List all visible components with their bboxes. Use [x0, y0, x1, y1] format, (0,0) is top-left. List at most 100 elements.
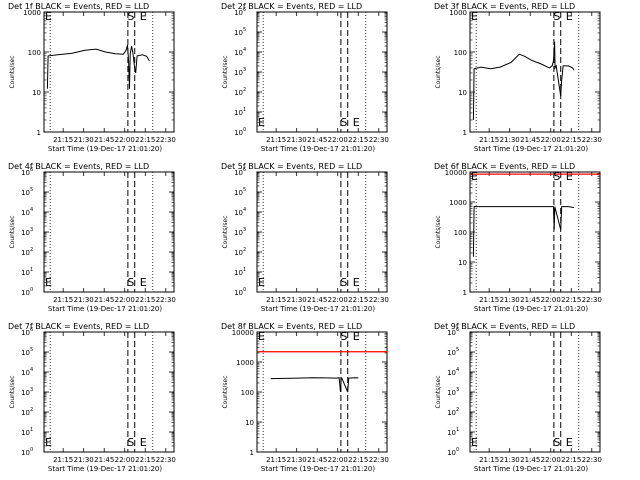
panel-title: Det 1f BLACK = Events, RED = LLD — [8, 2, 149, 11]
y-axis-label: Counts/sec — [222, 375, 229, 408]
events-line — [472, 206, 575, 257]
xtick-label: 21:15 — [266, 136, 286, 144]
end-marker-label: E — [566, 170, 573, 183]
xtick-label: 21:45 — [520, 456, 540, 464]
ytick-exponent: 2 — [456, 407, 459, 413]
y-axis-label: Counts/sec — [9, 55, 16, 88]
ytick-label: 10 — [447, 409, 456, 417]
ytick-exponent: 5 — [456, 347, 459, 353]
ytick-exponent: 1 — [456, 427, 459, 433]
xtick-label: 22:00 — [328, 456, 348, 464]
ytick-exponent: 5 — [30, 187, 33, 193]
plot-frame — [256, 171, 388, 293]
ytick-label: 10 — [234, 129, 243, 137]
xtick-label: 21:30 — [74, 456, 94, 464]
xtick-label: 21:45 — [307, 456, 327, 464]
ytick-label: 10 — [234, 169, 243, 177]
events-line — [472, 41, 575, 121]
ytick-label: 1 — [250, 449, 254, 457]
panel-det-8f: Det 8f BLACK = Events, RED = LLD 1 10 100 10… — [221, 322, 389, 473]
start-marker-label: S — [553, 436, 560, 449]
xtick-label: 21:15 — [266, 296, 286, 304]
ytick-exponent: 0 — [30, 447, 33, 453]
xtick-label: 22:00 — [115, 456, 135, 464]
y-axis-label: Counts/sec — [9, 375, 16, 408]
xtick-label: 21:15 — [53, 296, 73, 304]
panel-title: Det 9f BLACK = Events, RED = LLD — [434, 322, 575, 331]
end-marker-label-left: E — [471, 436, 478, 449]
ytick-exponent: 6 — [243, 167, 246, 173]
xtick-label: 22:30 — [582, 456, 602, 464]
ytick-exponent: 4 — [243, 207, 246, 213]
panel-det-6f: Det 6f BLACK = Events, RED = LLD 1 10 100 10… — [434, 162, 602, 313]
xtick-label: 22:30 — [582, 296, 602, 304]
ytick-exponent: 3 — [30, 387, 33, 393]
ytick-label: 1 — [463, 289, 467, 297]
panel-title: Det 8f BLACK = Events, RED = LLD — [221, 322, 362, 331]
panel-title: Det 5f BLACK = Events, RED = LLD — [221, 162, 362, 171]
x-axis-label: Start Time (19-Dec-17 21:01:20) — [48, 305, 162, 313]
panel-title: Det 2f BLACK = Events, RED = LLD — [221, 2, 362, 11]
ytick-label: 10 — [21, 389, 30, 397]
start-marker-label: S — [340, 116, 347, 129]
ytick-label: 1000 — [236, 359, 254, 367]
ytick-label: 10 — [458, 259, 467, 267]
end-marker-label-left: E — [258, 276, 265, 289]
ytick-label: 10000 — [445, 169, 467, 177]
y-axis-label: Counts/sec — [222, 55, 229, 88]
end-marker-label: E — [140, 10, 147, 23]
ytick-label: 10 — [234, 249, 243, 257]
y-axis-label: Counts/sec — [9, 215, 16, 248]
ytick-label: 10000 — [232, 329, 254, 337]
xtick-label: 22:00 — [541, 456, 561, 464]
end-marker-label: E — [353, 116, 360, 129]
xtick-label: 22:30 — [369, 456, 389, 464]
ytick-label: 10 — [21, 249, 30, 257]
ytick-label: 10 — [21, 329, 30, 337]
xtick-label: 22:15 — [135, 296, 155, 304]
ytick-label: 10 — [21, 189, 30, 197]
xtick-label: 22:00 — [541, 296, 561, 304]
xtick-label: 22:15 — [348, 456, 368, 464]
ytick-label: 10 — [234, 69, 243, 77]
xtick-label: 22:00 — [328, 136, 348, 144]
ytick-label: 10 — [234, 109, 243, 117]
ytick-label: 100 — [241, 389, 254, 397]
end-marker-label: E — [140, 436, 147, 449]
ytick-label: 10 — [458, 89, 467, 97]
ytick-label: 10 — [447, 429, 456, 437]
ytick-label: 1000 — [449, 199, 467, 207]
end-marker-label: E — [566, 10, 573, 23]
end-marker-label-left: E — [45, 276, 52, 289]
xtick-label: 22:15 — [561, 456, 581, 464]
ytick-label: 10 — [21, 269, 30, 277]
xtick-label: 21:15 — [266, 456, 286, 464]
xtick-label: 21:45 — [307, 296, 327, 304]
ytick-exponent: 6 — [30, 327, 33, 333]
end-marker-label-left: E — [45, 10, 52, 23]
ytick-label: 10 — [21, 349, 30, 357]
ytick-label: 10 — [234, 269, 243, 277]
end-marker-label: E — [140, 276, 147, 289]
ytick-label: 10 — [32, 89, 41, 97]
xtick-label: 22:15 — [135, 136, 155, 144]
ytick-label: 10 — [21, 369, 30, 377]
ytick-label: 10 — [447, 449, 456, 457]
x-axis-label: Start Time (19-Dec-17 21:01:20) — [474, 305, 588, 313]
plot-frame — [469, 11, 601, 133]
panel-det-3f: Det 3f BLACK = Events, RED = LLD 1 10 100 10… — [434, 2, 602, 153]
start-marker-label: S — [127, 276, 134, 289]
end-marker-label: E — [353, 276, 360, 289]
xtick-label: 22:30 — [582, 136, 602, 144]
xtick-label: 21:15 — [53, 136, 73, 144]
ytick-exponent: 4 — [30, 367, 33, 373]
ytick-label: 1 — [463, 129, 467, 137]
plot-frame — [469, 331, 601, 453]
x-axis-label: Start Time (19-Dec-17 21:01:20) — [48, 145, 162, 153]
plot-frame — [43, 11, 175, 133]
ytick-label: 1000 — [23, 9, 41, 17]
xtick-label: 21:45 — [94, 136, 114, 144]
xtick-label: 22:00 — [328, 296, 348, 304]
